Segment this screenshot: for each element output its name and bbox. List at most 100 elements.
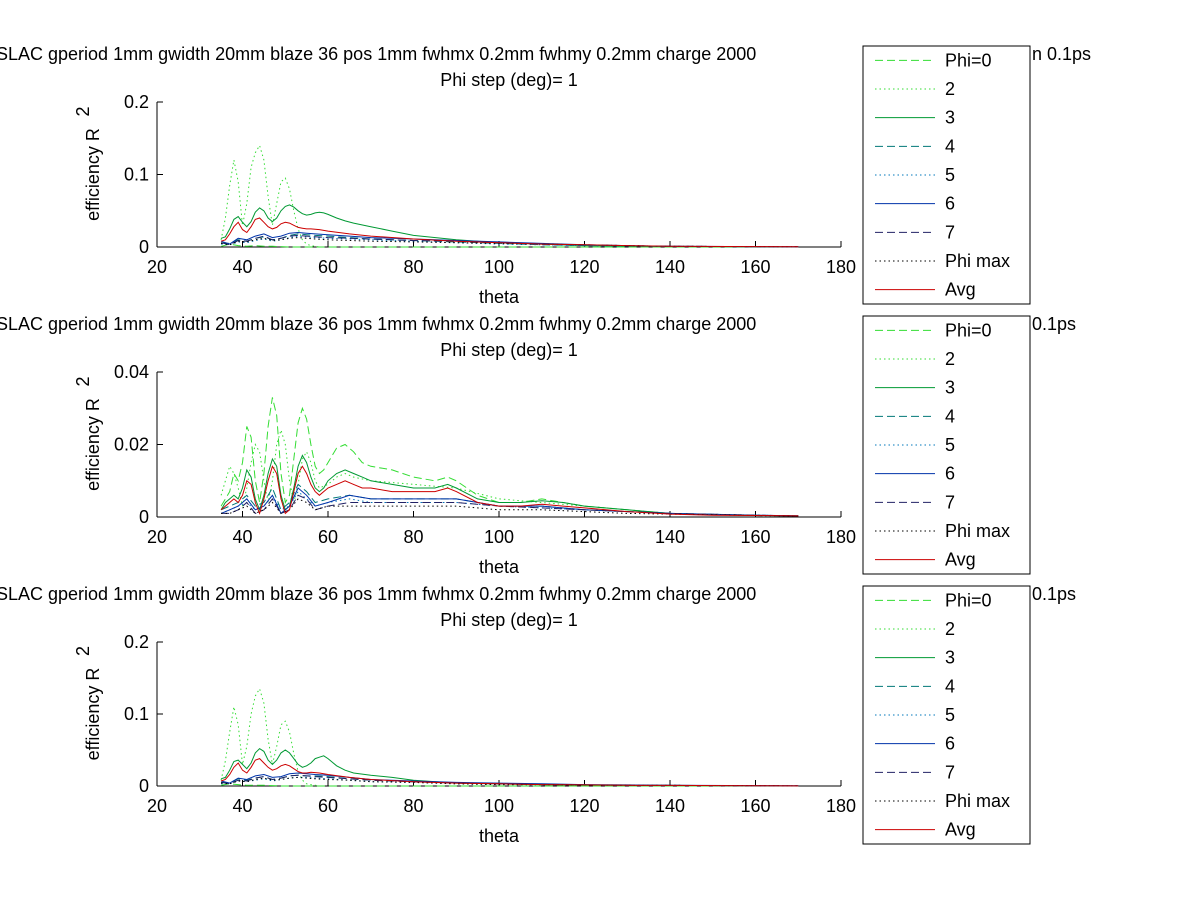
series-line-2 — [220, 687, 320, 787]
x-tick-label: 120 — [569, 257, 599, 277]
y-tick-label: 0 — [139, 776, 149, 796]
x-tick-label: 80 — [403, 796, 423, 816]
legend-label: Avg — [945, 550, 976, 570]
legend-label: 2 — [945, 349, 955, 369]
x-tick-label: 80 — [403, 257, 423, 277]
x-tick-label: 100 — [484, 796, 514, 816]
x-axis-title: theta — [479, 557, 520, 577]
x-tick-label: 140 — [655, 796, 685, 816]
chart-panel-2: SLAC gperiod 1mm gwidth 20mm blaze 36 po… — [0, 314, 1076, 577]
y-axis-title-superscript: 2 — [73, 376, 93, 386]
x-tick-label: 120 — [569, 527, 599, 547]
y-tick-label: 0.2 — [124, 92, 149, 112]
y-axis-title-superscript: 2 — [73, 106, 93, 116]
chart-panel-3: SLAC gperiod 1mm gwidth 20mm blaze 36 po… — [0, 584, 1076, 846]
y-axis-title-group: efficiency R 2 — [73, 376, 103, 490]
legend-label: Phi max — [945, 521, 1010, 541]
legend-label: 3 — [945, 108, 955, 128]
x-tick-label: 160 — [740, 796, 770, 816]
series-line-1 — [220, 397, 671, 514]
chart-title: SLAC gperiod 1mm gwidth 20mm blaze 36 po… — [0, 44, 756, 64]
series-line-9 — [220, 217, 799, 248]
y-axis-title-group: efficiency R 2 — [73, 106, 103, 220]
x-tick-label: 20 — [147, 527, 167, 547]
x-tick-label: 60 — [318, 796, 338, 816]
y-tick-label: 0.2 — [124, 632, 149, 652]
y-axis-title: efficiency R — [83, 128, 103, 221]
legend-label: 2 — [945, 619, 955, 639]
y-tick-label: 0.02 — [114, 435, 149, 455]
legend: Phi=0 2 3 4 5 6 7 Phi max Avg — [862, 585, 1031, 845]
legend-label: 5 — [945, 705, 955, 725]
chart-title-tail: n 0.1ps — [1032, 44, 1091, 64]
x-tick-label: 180 — [826, 796, 856, 816]
x-axis-title: theta — [479, 826, 520, 846]
chart-subtitle: Phi step (deg)= 1 — [440, 70, 578, 90]
chart-title: SLAC gperiod 1mm gwidth 20mm blaze 36 po… — [0, 314, 756, 334]
series-line-2 — [220, 144, 320, 248]
x-tick-label: 20 — [147, 796, 167, 816]
legend-label: 3 — [945, 648, 955, 668]
series-line-5 — [221, 776, 799, 787]
legend: Phi=0 2 3 4 5 6 7 Phi max Avg — [862, 315, 1031, 575]
series-line-3 — [220, 747, 799, 787]
x-tick-label: 40 — [232, 527, 252, 547]
series-line-9 — [220, 758, 799, 787]
y-axis-title-group: efficiency R 2 — [73, 646, 103, 760]
legend-label: 6 — [945, 464, 955, 484]
y-tick-label: 0 — [139, 507, 149, 527]
legend-label: 4 — [945, 406, 955, 426]
y-axis-title-superscript: 2 — [73, 646, 93, 656]
legend-label: 4 — [945, 136, 955, 156]
x-tick-label: 60 — [318, 527, 338, 547]
legend-label: 7 — [945, 762, 955, 782]
chart-panel-1: SLAC gperiod 1mm gwidth 20mm blaze 36 po… — [0, 44, 1091, 307]
x-tick-label: 120 — [569, 796, 599, 816]
chart-title: SLAC gperiod 1mm gwidth 20mm blaze 36 po… — [0, 584, 756, 604]
legend-label: 6 — [945, 734, 955, 754]
series-line-9 — [220, 465, 799, 517]
x-tick-label: 140 — [655, 257, 685, 277]
x-tick-label: 40 — [232, 796, 252, 816]
legend-label: 5 — [945, 435, 955, 455]
legend-label: 4 — [945, 676, 955, 696]
legend-label: 6 — [945, 194, 955, 214]
legend-label: Phi=0 — [945, 590, 992, 610]
legend-label: Avg — [945, 820, 976, 840]
x-tick-label: 20 — [147, 257, 167, 277]
legend-label: Phi max — [945, 251, 1010, 271]
legend-label: Phi=0 — [945, 50, 992, 70]
legend-label: Avg — [945, 280, 976, 300]
legend-label: Phi=0 — [945, 320, 992, 340]
x-tick-label: 100 — [484, 257, 514, 277]
series-line-4 — [221, 233, 799, 248]
legend-box — [862, 315, 1031, 575]
series-line-5 — [220, 490, 799, 517]
series-line-8 — [221, 776, 799, 787]
y-axis-title: efficiency R — [83, 398, 103, 491]
y-tick-label: 0.1 — [124, 165, 149, 185]
legend-box — [862, 585, 1031, 845]
legend-label: 2 — [945, 79, 955, 99]
x-tick-label: 160 — [740, 527, 770, 547]
x-tick-label: 140 — [655, 527, 685, 547]
x-tick-label: 160 — [740, 257, 770, 277]
x-tick-label: 100 — [484, 527, 514, 547]
legend-label: 7 — [945, 222, 955, 242]
series-line-3 — [220, 204, 799, 248]
x-tick-label: 80 — [403, 527, 423, 547]
y-axis-title: efficiency R — [83, 668, 103, 761]
x-tick-label: 180 — [826, 257, 856, 277]
series-line-3 — [220, 454, 799, 517]
legend-label: 7 — [945, 492, 955, 512]
series-line-8 — [221, 498, 799, 517]
series-line-7 — [220, 234, 799, 248]
chart-title-tail: 0.1ps — [1032, 584, 1076, 604]
x-tick-label: 60 — [318, 257, 338, 277]
series-line-1 — [221, 783, 799, 787]
series-line-5 — [221, 235, 799, 248]
y-tick-label: 0.04 — [114, 362, 149, 382]
series-line-2 — [220, 428, 671, 514]
x-tick-label: 40 — [232, 257, 252, 277]
